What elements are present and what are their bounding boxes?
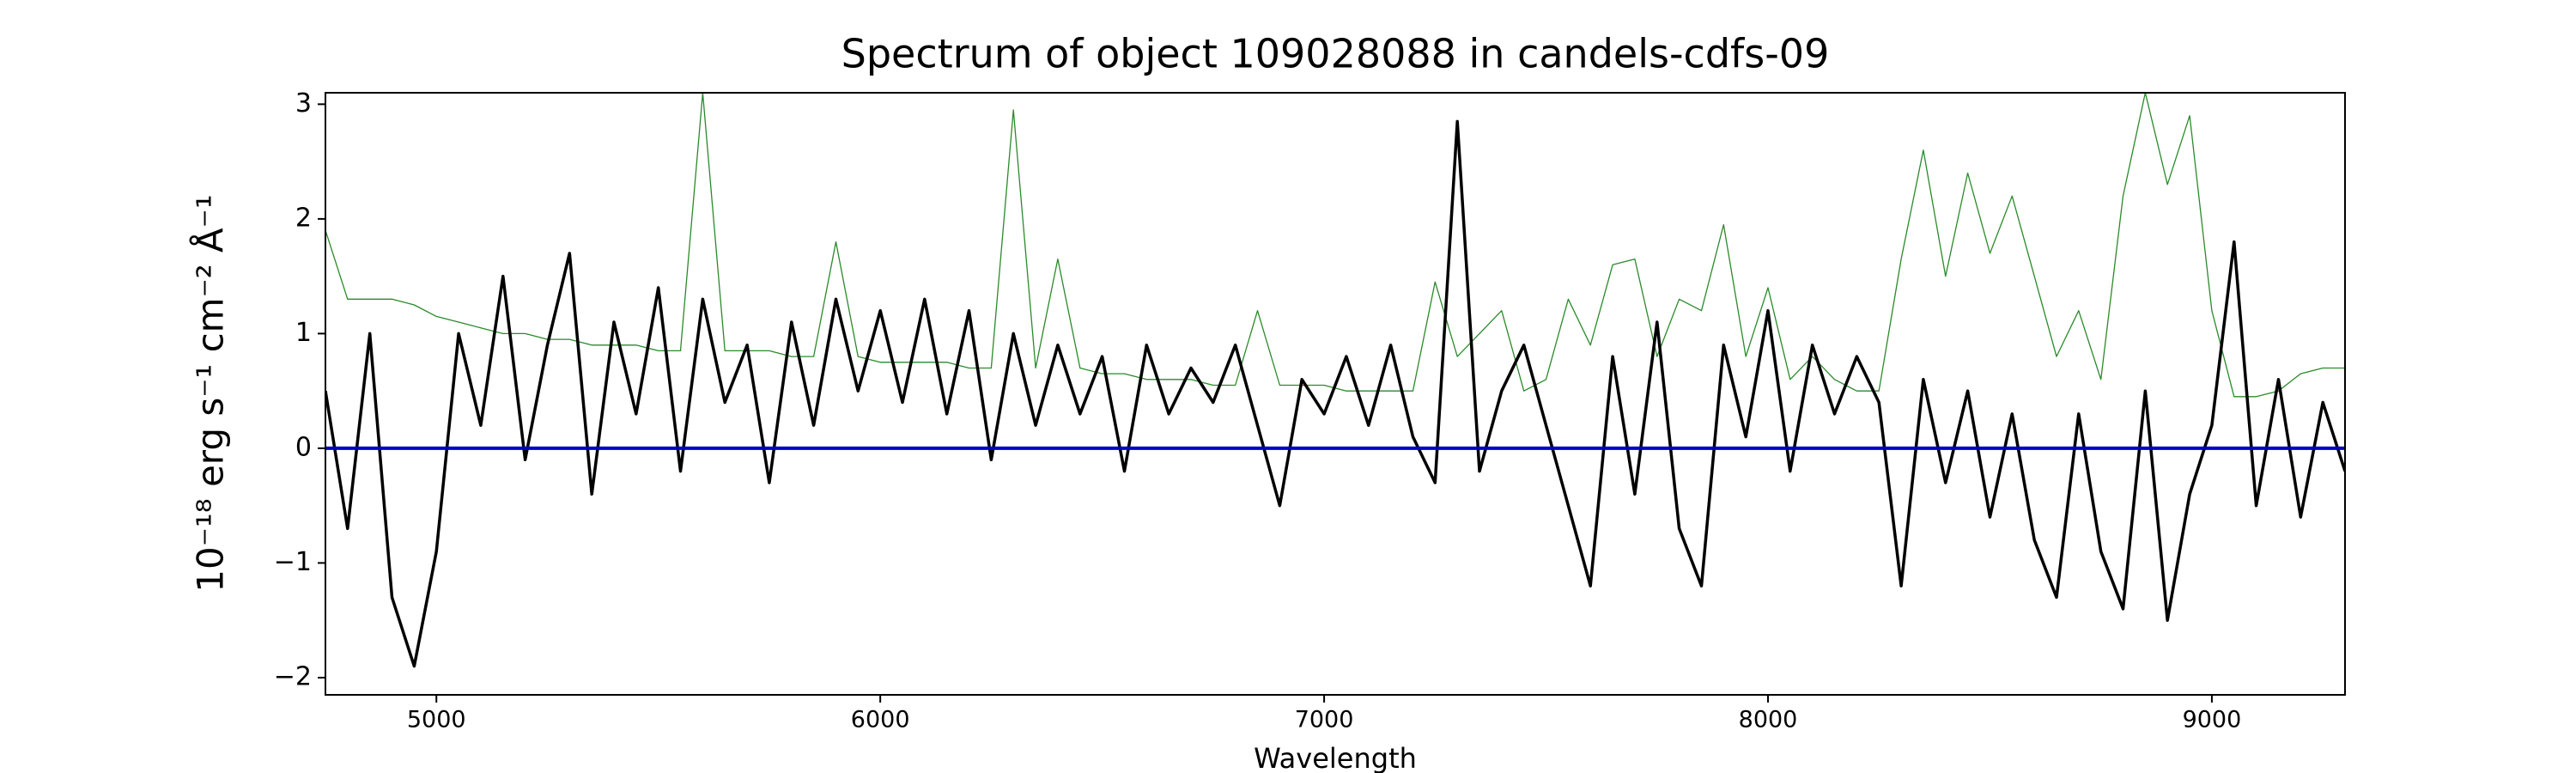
y-tick-label: 3 (295, 88, 312, 119)
x-axis-label: Wavelength (1254, 742, 1417, 773)
x-tick-label: 7000 (1295, 707, 1354, 733)
y-tick-label: −1 (274, 547, 312, 577)
spectrum-line (325, 119, 2345, 668)
x-tick-label: 6000 (851, 707, 910, 733)
chart-title: Spectrum of object 109028088 in candels-… (841, 31, 1830, 77)
y-tick-label: 1 (295, 318, 312, 348)
x-tick-label: 5000 (407, 707, 466, 733)
x-tick-label: 8000 (1739, 707, 1798, 733)
spectrum-line (325, 93, 2345, 398)
y-tick-label: 2 (295, 203, 312, 233)
y-axis-label: 10⁻¹⁸ erg s⁻¹ cm⁻² Å⁻¹ (189, 194, 232, 592)
plot-frame (325, 92, 2346, 696)
x-tick-label: 9000 (2183, 707, 2242, 733)
y-tick-label: 0 (295, 432, 312, 462)
y-tick-label: −2 (274, 661, 312, 691)
